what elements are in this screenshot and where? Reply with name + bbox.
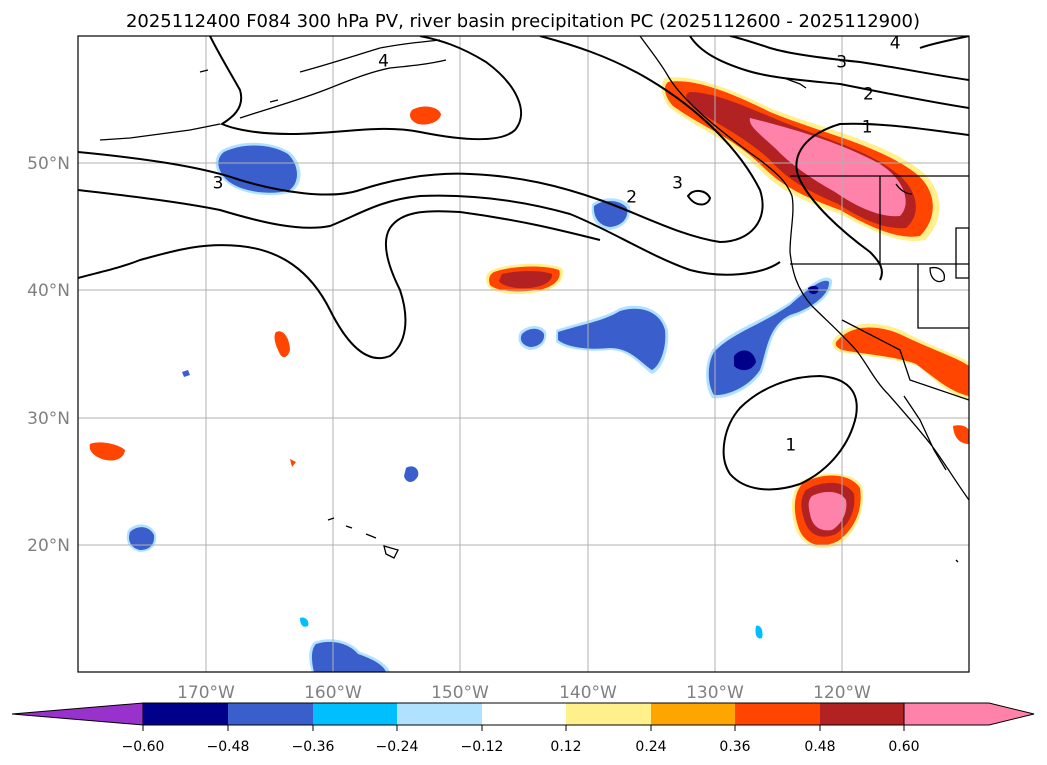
lon-tick-label: 120°W	[813, 683, 871, 703]
colorbar-tick-label: −0.36	[292, 739, 335, 755]
colorbar-tick-label: 0.24	[635, 739, 666, 755]
contour-label: 3	[213, 174, 224, 194]
lon-tick-label: 150°W	[431, 683, 489, 703]
colorbar: −0.60 −0.48 −0.36 −0.24 −0.12 0.12 0.24 …	[11, 702, 1035, 755]
colorbar-segment	[143, 703, 228, 725]
negative-anomaly-shading	[126, 142, 833, 672]
contour-label: 1	[785, 436, 796, 456]
lat-tick-label: 40°N	[27, 281, 70, 301]
colorbar-tick-label: 0.48	[804, 739, 835, 755]
lon-tick-label: 130°W	[686, 683, 744, 703]
graticule	[78, 36, 969, 672]
colorbar-segment	[651, 703, 735, 725]
colorbar-extend-high	[903, 702, 1035, 726]
colorbar-segment	[735, 703, 820, 725]
colorbar-segment	[397, 703, 482, 725]
coastlines	[99, 36, 969, 563]
latitude-ticks: 20°N 30°N 40°N 50°N	[27, 154, 70, 556]
lon-tick-label: 170°W	[177, 683, 235, 703]
contour-label: 4	[890, 34, 901, 54]
colorbar-segment	[820, 703, 904, 725]
colorbar-tick-label: −0.24	[376, 739, 419, 755]
figure-title: 2025112400 F084 300 hPa PV, river basin …	[126, 11, 920, 32]
colorbar-tick-label: −0.60	[122, 739, 165, 755]
contour-label: 2	[626, 188, 637, 208]
colorbar-segment	[482, 703, 566, 725]
contour-label: 4	[378, 51, 389, 71]
lon-tick-label: 160°W	[304, 683, 362, 703]
colorbar-segment	[566, 703, 651, 725]
colorbar-tick-label: 0.12	[550, 739, 581, 755]
pv-contours	[78, 36, 969, 491]
colorbar-segment	[313, 703, 397, 725]
contour-label: 3	[836, 53, 847, 73]
lat-tick-label: 30°N	[27, 409, 70, 429]
contour-label: 3	[672, 174, 683, 194]
colorbar-segment	[228, 703, 313, 725]
lat-tick-label: 50°N	[27, 154, 70, 174]
colorbar-tick-label: 0.36	[719, 739, 750, 755]
lon-tick-label: 140°W	[559, 683, 617, 703]
colorbar-tick-label: −0.12	[461, 739, 504, 755]
colorbar-tick-label: −0.48	[207, 739, 250, 755]
lat-tick-label: 20°N	[27, 536, 70, 556]
map-frame	[77, 35, 970, 673]
contour-label: 1	[862, 118, 873, 138]
positive-anomaly-shading	[89, 77, 969, 548]
longitude-ticks: 170°W 160°W 150°W 140°W 130°W 120°W	[177, 683, 871, 703]
colorbar-tick-label: 0.60	[888, 739, 919, 755]
contour-label: 2	[863, 85, 874, 105]
colorbar-extend-low	[11, 702, 144, 726]
